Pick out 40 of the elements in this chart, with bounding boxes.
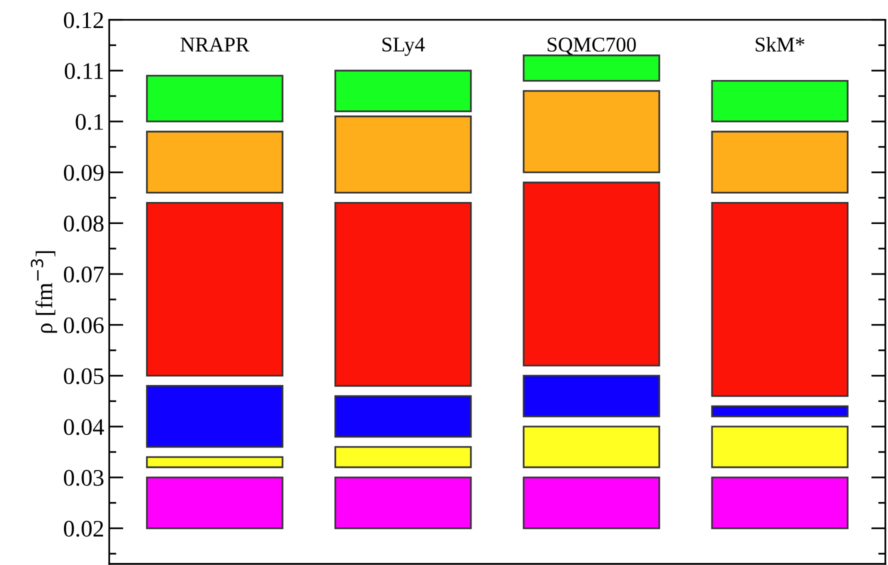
bar <box>711 476 848 530</box>
y-tick-label: 0.03 <box>64 470 104 486</box>
bar <box>146 385 284 448</box>
y-tick-label: 0.11 <box>64 63 103 80</box>
y-tick-label: 0.1 <box>76 114 103 130</box>
x-tick-label: SLy4 <box>382 38 425 56</box>
bar <box>334 70 472 112</box>
bar <box>146 74 284 122</box>
x-tick-label: SQMC700 <box>548 38 636 55</box>
y-tick-label: 0.02 <box>64 520 104 537</box>
y-tick-label: 0.04 <box>64 419 104 436</box>
bar <box>522 54 660 82</box>
y-tick-label: 0.05 <box>64 368 104 384</box>
y-axis-title: ρ [fm$^{−3}$] <box>30 251 58 333</box>
bar <box>522 90 660 174</box>
bar <box>334 476 472 530</box>
bar <box>522 476 660 530</box>
bar <box>522 426 660 468</box>
y-tick-label: 0.06 <box>64 317 104 334</box>
bar <box>522 182 660 366</box>
bar <box>711 426 848 468</box>
bar <box>334 116 472 194</box>
y-tick-label: 0.07 <box>64 266 104 283</box>
bar <box>522 374 660 418</box>
bar <box>711 405 848 418</box>
bar <box>334 395 472 438</box>
bar <box>334 202 472 387</box>
bar <box>711 130 848 194</box>
bar <box>711 80 848 122</box>
bar <box>711 202 848 397</box>
y-tick-label: 0.12 <box>64 12 104 28</box>
x-tick-label: SkM* <box>756 36 804 52</box>
bar <box>146 456 284 468</box>
bar <box>146 202 284 377</box>
y-tick-label: 0.08 <box>64 216 104 232</box>
x-tick-label: NRAPR <box>180 38 250 52</box>
bar <box>334 446 472 468</box>
bar <box>146 130 284 194</box>
bar <box>146 476 284 530</box>
y-tick-label: 0.09 <box>64 164 104 181</box>
